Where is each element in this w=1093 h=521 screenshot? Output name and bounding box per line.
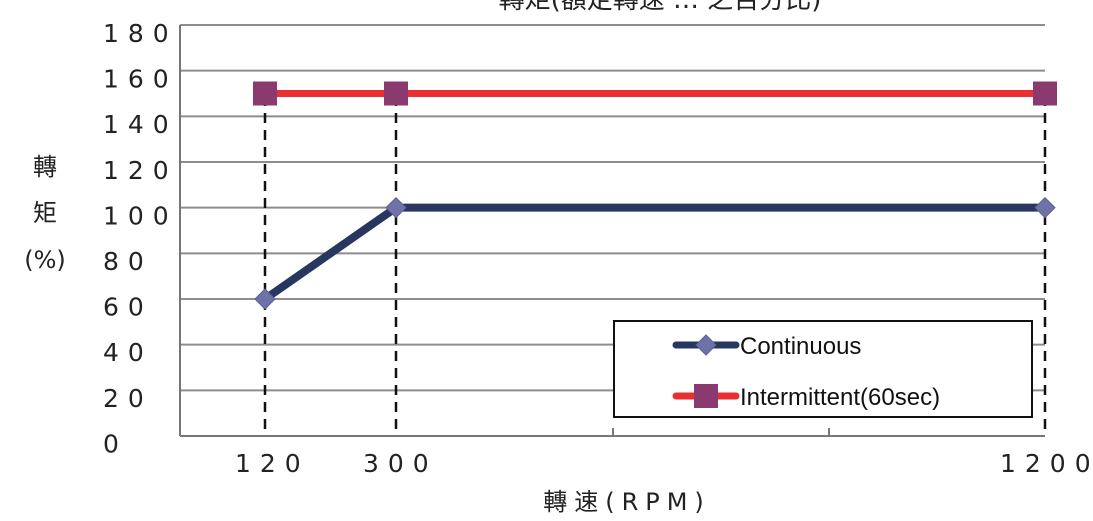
legend-continuous-label: Continuous	[740, 333, 861, 360]
y-axis-tick-label: 160	[103, 65, 178, 94]
y-axis-title: 轉 矩 (%)	[24, 153, 66, 274]
continuous-data-point	[1034, 196, 1056, 219]
y-axis-tick-label: 180	[103, 19, 178, 48]
vertical-guide-lines	[263, 96, 1047, 436]
x-axis-tick-labels: 120 300 1200	[235, 449, 1093, 478]
y-axis-title-line-3: (%)	[24, 246, 66, 274]
continuous-data-point	[385, 196, 407, 219]
x-axis-tick-label: 1200	[1000, 449, 1093, 478]
series-markers	[253, 81, 1057, 310]
chart-title: 轉矩(額定轉速 … 之百分比)	[499, 0, 822, 15]
y-axis-tick-label: 80	[103, 247, 153, 276]
intermittent-data-point	[384, 81, 408, 106]
x-axis-title: 轉速(RPM)	[543, 488, 711, 516]
legend-continuous-marker	[695, 334, 717, 356]
continuous-data-point	[254, 288, 276, 310]
legend-items: Continuous Intermittent(60sec)	[672, 333, 940, 411]
intermittent-data-point	[253, 81, 277, 106]
legend-intermittent-label: Intermittent(60sec)	[740, 384, 940, 411]
y-axis-tick-label: 40	[103, 338, 153, 367]
y-axis-tick-label: 0	[103, 429, 128, 458]
y-axis-tick-label: 100	[103, 201, 178, 230]
legend-intermittent-marker	[694, 384, 718, 408]
y-axis-tick-label: 20	[103, 384, 153, 413]
x-axis-tick-label: 120	[235, 449, 310, 478]
intermittent-data-point	[1033, 81, 1057, 106]
y-axis-title-line-1: 轉	[33, 153, 57, 181]
y-axis-tick-labels: 180 160 140 120 100 80 60 40 20 0	[103, 19, 178, 458]
axis-lines	[179, 25, 1045, 437]
y-axis-tick-label: 140	[103, 110, 178, 139]
x-axis-tick-label: 300	[363, 449, 438, 478]
legend: Continuous Intermittent(60sec)	[613, 320, 1033, 418]
series-lines	[261, 90, 1049, 303]
y-axis-title-line-2: 矩	[33, 199, 57, 227]
legend-box	[613, 320, 1033, 418]
y-axis-tick-label: 60	[103, 293, 153, 322]
y-axis-tick-label: 120	[103, 156, 178, 185]
